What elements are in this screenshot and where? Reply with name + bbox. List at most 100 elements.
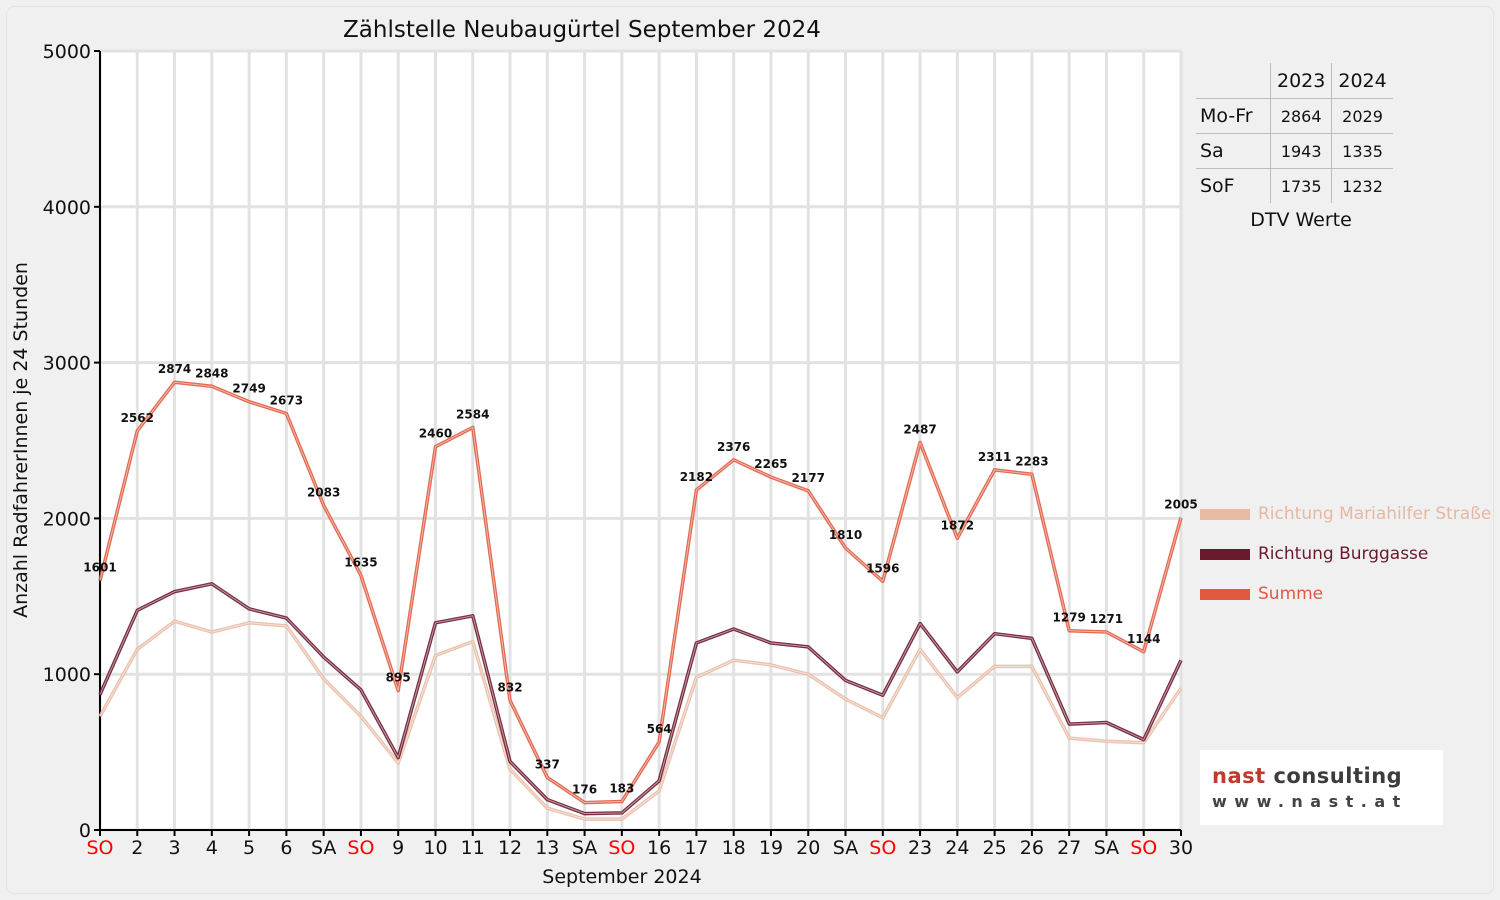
x-tick-label: SA	[833, 837, 858, 859]
dtv-row-label: Sa	[1196, 133, 1271, 169]
data-labels: 1601 2562 2874 2848 2749 2673 2083 1635 895 2460 2…	[83, 362, 1197, 796]
x-tick-label: 2	[131, 837, 143, 859]
data-label: 176	[572, 783, 597, 797]
legend-swatch	[1200, 508, 1250, 520]
dtv-value: 2029	[1331, 98, 1393, 134]
data-label: 832	[498, 680, 523, 694]
data-label: 2083	[307, 485, 340, 499]
x-tick-label: 30	[1169, 837, 1193, 859]
x-tick-label: 26	[1020, 837, 1044, 859]
y-tick-label: 4000	[43, 197, 91, 219]
data-label: 2376	[717, 440, 750, 454]
x-tick-label: 27	[1057, 837, 1081, 859]
legend-label: Richtung Burggasse	[1258, 544, 1429, 564]
data-label: 1601	[83, 561, 116, 575]
legend: Richtung Mariahilfer Straße Richtung Bur…	[1200, 494, 1491, 614]
x-tick-label: 19	[759, 837, 783, 859]
data-label: 564	[647, 722, 672, 736]
data-label: 2874	[158, 362, 191, 376]
dtv-value: 1232	[1331, 168, 1393, 203]
logo-name-part: nast	[1212, 764, 1266, 788]
data-label: 1872	[941, 518, 974, 532]
data-label: 895	[386, 671, 411, 685]
data-label: 2311	[978, 450, 1011, 464]
x-tick-label: 9	[392, 837, 404, 859]
x-tick-label: 18	[722, 837, 746, 859]
x-tick-label: 23	[908, 837, 932, 859]
x-tick-label: 25	[983, 837, 1007, 859]
data-label: 2562	[121, 411, 154, 425]
series-line-highlight-1	[99, 583, 1182, 815]
logo-name-part: consulting	[1273, 764, 1403, 788]
y-axis-label: Anzahl RadfahrerInnen je 24 Stunden	[10, 262, 32, 618]
x-tick-label: 4	[206, 837, 218, 859]
y-tick-label: 5000	[43, 41, 91, 63]
data-label: 2749	[232, 382, 265, 396]
series-line-highlight-0	[99, 620, 1182, 820]
x-tick-label: 20	[796, 837, 820, 859]
x-tick-label: SO	[869, 837, 896, 859]
x-tick-label: 12	[498, 837, 522, 859]
x-tick-label: 3	[169, 837, 181, 859]
x-tick-label: 24	[945, 837, 969, 859]
dtv-table: 2023 2024 Mo-Fr 2864 2029 Sa 1943 1335 S…	[1196, 63, 1393, 203]
dtv-corner	[1196, 63, 1271, 99]
legend-label: Summe	[1258, 584, 1324, 604]
logo: nast consulting www.nast.at	[1200, 750, 1443, 825]
data-label: 2265	[754, 457, 787, 471]
series-line-highlight-2	[99, 381, 1182, 804]
dtv-row-mofr: Mo-Fr 2864 2029	[1196, 98, 1393, 134]
x-tick-label: SA	[1094, 837, 1119, 859]
dtv-row-sof: SoF 1735 1232	[1196, 168, 1393, 203]
data-label: 2487	[903, 423, 936, 437]
chart-title: Zählstelle Neubaugürtel September 2024	[343, 17, 821, 43]
series-layer	[98, 380, 1183, 821]
dtv-row-label: SoF	[1200, 175, 1235, 197]
dtv-year-2024: 2024	[1331, 63, 1393, 99]
legend-item-mariahilfer: Richtung Mariahilfer Straße	[1200, 494, 1491, 534]
x-tick-label: SA	[311, 837, 336, 859]
data-label: 2673	[270, 394, 303, 408]
dtv-year-2023: 2023	[1269, 63, 1332, 99]
data-label: 337	[535, 757, 560, 771]
x-tick-label: 13	[535, 837, 559, 859]
x-tick-label: 10	[423, 837, 447, 859]
x-tick-label: SO	[347, 837, 374, 859]
dtv-caption: DTV Werte	[1250, 209, 1352, 231]
x-tick-label: 6	[280, 837, 292, 859]
legend-swatch	[1200, 548, 1250, 560]
data-label: 2584	[456, 407, 489, 421]
x-tick-label: SO	[608, 837, 635, 859]
data-label: 2182	[680, 470, 713, 484]
data-label: 1271	[1090, 612, 1123, 626]
data-label: 1596	[866, 561, 899, 575]
y-tick-label: 2000	[43, 508, 91, 530]
x-tick-label: SO	[86, 837, 113, 859]
x-tick-label: 11	[461, 837, 485, 859]
plot-background	[100, 51, 1181, 830]
y-tick-label: 3000	[43, 353, 91, 375]
dtv-row-label: Mo-Fr	[1196, 98, 1271, 134]
data-label: 1144	[1127, 632, 1160, 646]
x-tick-label: SO	[1130, 837, 1157, 859]
data-label: 2177	[792, 471, 825, 485]
x-tick-label: SA	[572, 837, 597, 859]
legend-item-burggasse: Richtung Burggasse	[1200, 534, 1491, 574]
data-label: 1279	[1052, 611, 1085, 625]
dtv-value: 1335	[1331, 133, 1393, 169]
data-label: 2283	[1015, 454, 1048, 468]
legend-swatch	[1200, 588, 1250, 600]
x-tick-label: 5	[243, 837, 255, 859]
y-tick-label: 0	[79, 820, 91, 842]
logo-name: nast consulting	[1212, 764, 1402, 788]
x-tick-label: 16	[647, 837, 671, 859]
data-label: 1635	[344, 555, 377, 569]
logo-url: www.nast.at	[1212, 792, 1408, 811]
data-label: 1810	[829, 528, 862, 542]
data-label: 2848	[195, 366, 228, 380]
legend-item-summe: Summe	[1200, 574, 1491, 614]
data-label: 2005	[1164, 498, 1197, 512]
dtv-header-row: 2023 2024	[1196, 63, 1393, 99]
